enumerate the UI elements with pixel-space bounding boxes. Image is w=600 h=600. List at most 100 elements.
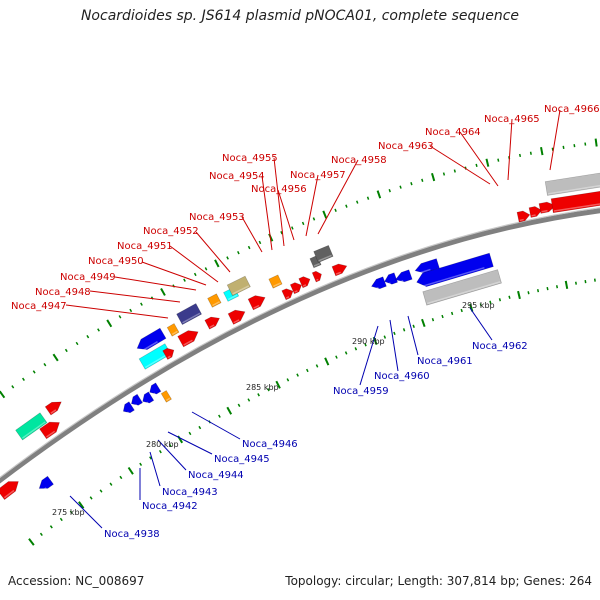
gene-highlight	[3, 489, 15, 499]
gene-highlight	[167, 355, 171, 359]
outer-tick	[258, 240, 262, 245]
gene-highlight	[22, 421, 46, 439]
gene-highlight	[285, 296, 290, 299]
inner-tick	[421, 318, 426, 328]
gene-red	[516, 210, 531, 223]
inner-tick	[188, 431, 192, 436]
gene-red	[331, 263, 348, 277]
outer-tick	[366, 196, 370, 200]
gene-highlight	[139, 341, 158, 353]
inner-tick	[489, 300, 492, 304]
gene-highlight	[318, 254, 332, 262]
outer-tick	[11, 385, 15, 389]
outer-tick	[431, 172, 436, 182]
outer-tick	[497, 158, 500, 162]
gene-teal	[15, 412, 48, 441]
outer-tick	[97, 328, 100, 332]
gene-label-noca-4945: Noca_4945	[214, 454, 270, 465]
inner-tick	[257, 393, 260, 397]
gene-blue	[136, 327, 167, 350]
gene-highlight	[313, 262, 320, 267]
gene-highlight	[212, 301, 220, 307]
inner-tick	[402, 328, 406, 332]
gene-label-noca-4959: Noca_4959	[333, 386, 389, 397]
leader-line	[157, 439, 187, 471]
scale-label-285: 285 kbp	[246, 383, 279, 392]
gene-blue	[371, 276, 387, 290]
gene-label-noca-4944: Noca_4944	[188, 470, 244, 481]
outer-tick	[529, 151, 532, 155]
gene-blue	[131, 393, 143, 406]
outer-tick	[32, 370, 36, 374]
outer-tick	[183, 278, 186, 282]
gene-label-noca-4965: Noca_4965	[484, 114, 540, 125]
gene-highlight	[46, 430, 56, 438]
gene-label-noca-4943: Noca_4943	[162, 487, 218, 498]
gene-blue	[384, 272, 398, 285]
outer-tick	[140, 302, 143, 306]
outer-tick	[421, 178, 424, 182]
outer-tick	[86, 334, 90, 339]
outer-tick	[410, 182, 413, 186]
outer-tick	[129, 308, 133, 313]
inner-tick	[89, 496, 93, 500]
gene-label-noca-4953: Noca_4953	[189, 212, 245, 223]
gene-label-noca-4954: Noca_4954	[209, 171, 265, 182]
gene-label-noca-4949: Noca_4949	[60, 272, 116, 283]
outer-tick	[237, 251, 240, 255]
gene-label-noca-4966: Noca_4966	[544, 104, 600, 115]
gene-red	[528, 206, 543, 218]
outer-tick	[485, 158, 490, 167]
gene-highlight	[519, 218, 524, 222]
gene-label-noca-4958: Noca_4958	[331, 155, 387, 166]
inner-tick	[275, 380, 281, 389]
inner-tick	[158, 449, 162, 454]
leader-line	[114, 276, 197, 291]
gene-highlight	[171, 330, 178, 336]
outer-tick-marks	[0, 138, 598, 399]
accession-text: Accession: NC_008697	[8, 574, 145, 588]
leader-line	[89, 290, 181, 303]
leader-line	[241, 216, 263, 253]
inner-tick-marks	[28, 278, 596, 546]
gene-red	[227, 309, 246, 325]
outer-tick	[388, 189, 391, 193]
gene-blue	[149, 382, 162, 395]
gene-highlight	[144, 401, 149, 405]
gene-label-noca-4952: Noca_4952	[143, 226, 199, 237]
gene-label-noca-4950: Noca_4950	[88, 256, 144, 267]
outer-tick	[291, 226, 294, 230]
outer-tick	[118, 315, 122, 319]
inner-tick	[536, 289, 540, 293]
inner-tick	[198, 425, 202, 430]
inner-tick	[286, 378, 290, 382]
outer-tick	[193, 272, 197, 277]
inner-tick	[315, 364, 319, 368]
leader-line	[169, 245, 219, 283]
leader-line	[167, 431, 213, 455]
gene-highlight	[302, 284, 307, 287]
gene-label-noca-4946: Noca_4946	[242, 439, 298, 450]
gene-blue	[416, 252, 494, 287]
gene-label-noca-4964: Noca_4964	[425, 127, 481, 138]
scale-label-295: 295 kbp	[462, 301, 495, 310]
topology-text: Topology: circular; Length: 307,814 bp; …	[285, 574, 592, 588]
inner-tick	[267, 388, 270, 392]
leader-line	[261, 175, 273, 251]
gene-highlight	[182, 312, 201, 324]
outer-tick	[64, 348, 68, 353]
inner-tick	[574, 281, 577, 285]
inner-tick	[344, 351, 348, 355]
scale-label-280: 280 kbp	[146, 440, 179, 449]
outer-tick	[540, 147, 544, 156]
gene-label-noca-4947: Noca_4947	[11, 301, 67, 312]
inner-tick	[306, 368, 309, 373]
leader-line	[459, 131, 499, 187]
leader-line	[469, 307, 493, 341]
inner-tick	[364, 343, 367, 347]
inner-tick	[296, 373, 299, 377]
inner-tick	[335, 355, 338, 359]
outer-tick	[280, 231, 283, 235]
outer-tick	[247, 245, 251, 250]
